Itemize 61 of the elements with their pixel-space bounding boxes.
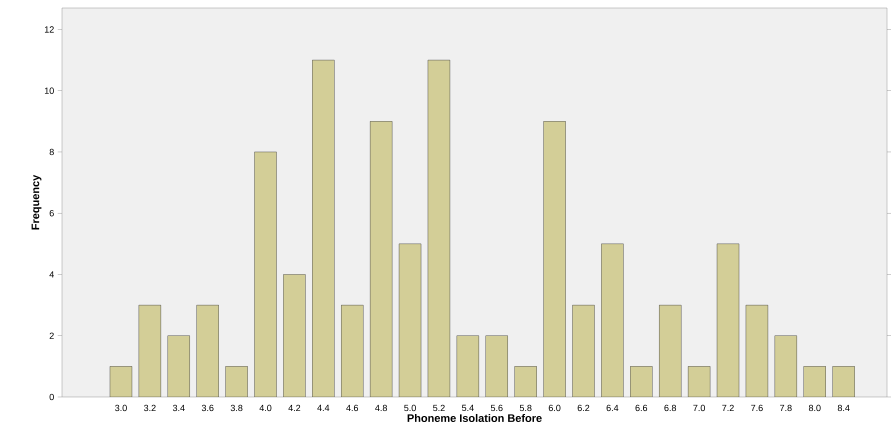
x-tick-label: 4.2 bbox=[288, 404, 300, 412]
bar bbox=[428, 60, 450, 397]
x-tick-label: 5.2 bbox=[433, 404, 445, 412]
bar bbox=[341, 305, 364, 397]
x-tick-label: 5.6 bbox=[490, 404, 503, 412]
x-tick-label: 4.0 bbox=[259, 404, 272, 412]
bar bbox=[138, 305, 161, 397]
bar bbox=[110, 366, 132, 397]
x-tick-label: 7.6 bbox=[751, 404, 763, 412]
bar bbox=[514, 366, 537, 397]
bar bbox=[832, 366, 855, 397]
bar bbox=[283, 274, 306, 397]
y-axis-title: Frequency bbox=[32, 174, 42, 230]
x-tick-label: 6.4 bbox=[606, 404, 618, 412]
x-tick-label: 7.2 bbox=[722, 404, 734, 412]
x-tick-label: 4.6 bbox=[346, 404, 358, 412]
x-tick-label: 5.0 bbox=[404, 404, 416, 412]
x-tick-label: 6.0 bbox=[548, 404, 560, 412]
x-tick-label: 7.8 bbox=[780, 404, 792, 412]
x-tick-label: 3.2 bbox=[144, 404, 156, 412]
bar bbox=[168, 336, 190, 397]
bar bbox=[572, 305, 594, 397]
y-tick-label: 4 bbox=[49, 271, 54, 278]
x-tick-label: 6.8 bbox=[664, 404, 676, 412]
bar bbox=[688, 366, 710, 397]
x-tick-label: 5.4 bbox=[462, 404, 474, 412]
bar bbox=[659, 305, 682, 397]
y-tick-label: 12 bbox=[44, 26, 54, 33]
y-tick-label: 0 bbox=[50, 394, 54, 400]
bar bbox=[717, 244, 740, 397]
y-tick-label: 6 bbox=[50, 210, 54, 216]
bar bbox=[544, 121, 566, 397]
x-tick-label: 8.4 bbox=[838, 404, 850, 412]
bar bbox=[399, 244, 422, 397]
x-tick-label: 7.0 bbox=[693, 404, 705, 412]
x-tick-label: 4.4 bbox=[317, 404, 330, 411]
x-tick-label: 8.0 bbox=[808, 404, 821, 412]
x-tick-label: 3.6 bbox=[202, 404, 214, 412]
y-tick-label: 10 bbox=[44, 88, 54, 94]
y-tick-label: 8 bbox=[50, 148, 54, 156]
bar bbox=[486, 336, 508, 397]
bar bbox=[312, 60, 334, 397]
bar bbox=[804, 366, 826, 397]
x-tick-label: 6.2 bbox=[578, 404, 590, 412]
x-tick-label: 4.8 bbox=[375, 404, 387, 412]
bar bbox=[601, 244, 624, 397]
y-tick-label: 2 bbox=[50, 332, 54, 339]
x-tick-label: 3.8 bbox=[230, 404, 242, 412]
x-tick-label: 3.4 bbox=[172, 404, 185, 412]
bar bbox=[196, 305, 219, 397]
bar bbox=[226, 366, 248, 397]
x-tick-label: 5.8 bbox=[520, 404, 532, 412]
bar bbox=[630, 366, 652, 397]
x-tick-label: 6.6 bbox=[636, 404, 648, 412]
bar bbox=[456, 336, 479, 397]
bar bbox=[254, 152, 277, 397]
x-tick-label: 3.0 bbox=[115, 404, 127, 412]
bar bbox=[370, 121, 392, 397]
bar bbox=[774, 336, 797, 397]
bar bbox=[746, 305, 768, 397]
x-axis-title: Phoneme Isolation Before bbox=[408, 414, 542, 422]
